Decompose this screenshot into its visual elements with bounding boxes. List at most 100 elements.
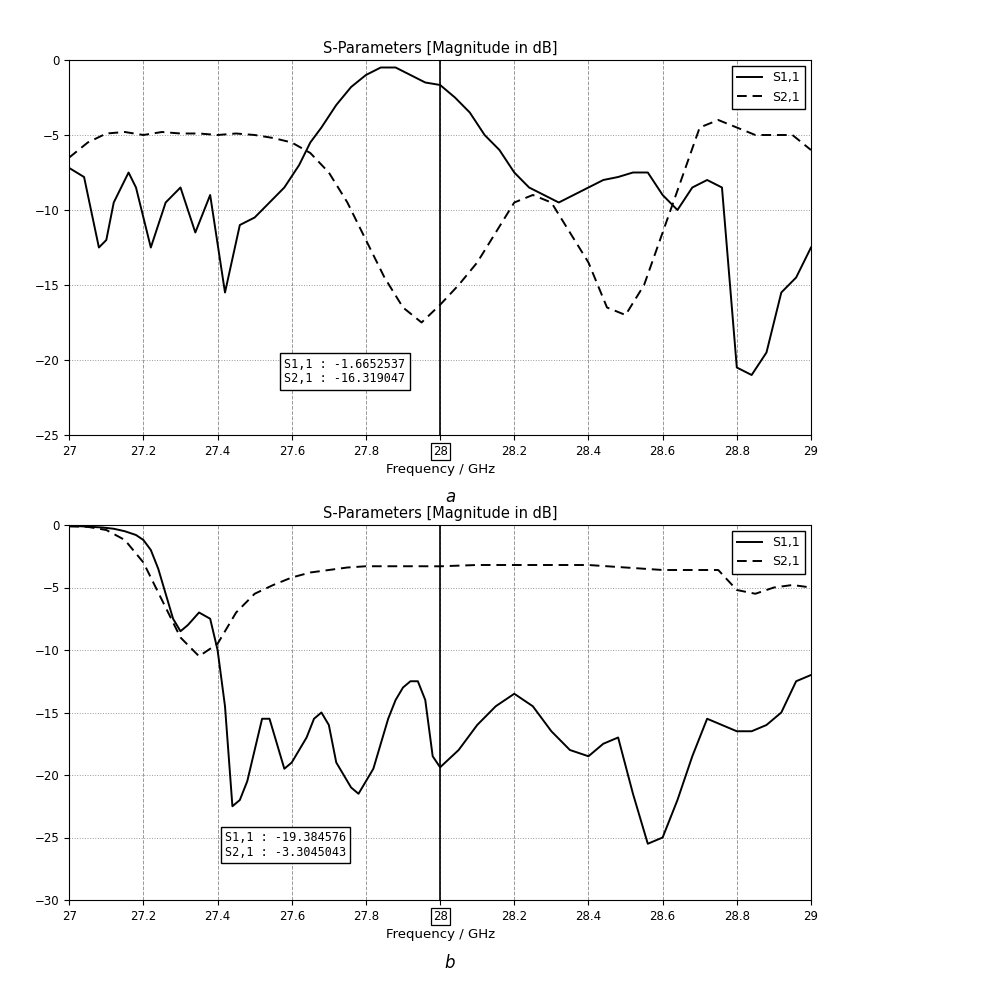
S2,1 xyxy=(286,572,298,584)
S2,1 xyxy=(786,129,798,141)
S2,1 xyxy=(63,151,75,163)
S2,1 xyxy=(546,196,558,209)
S2,1 xyxy=(601,302,613,314)
S2,1 xyxy=(360,234,372,246)
S1,1 xyxy=(248,744,260,756)
S2,1 xyxy=(490,559,501,571)
S2,1 xyxy=(322,166,334,178)
S2,1 xyxy=(767,129,779,141)
Text: S1,1 : -1.6652537
S2,1 : -16.319047: S1,1 : -1.6652537 S2,1 : -16.319047 xyxy=(284,358,405,385)
Line: S1,1: S1,1 xyxy=(69,526,811,844)
S2,1 xyxy=(693,564,705,576)
S2,1 xyxy=(230,606,242,618)
S2,1 xyxy=(434,299,446,311)
Line: S2,1: S2,1 xyxy=(69,526,811,656)
S2,1 xyxy=(397,302,408,314)
S2,1 xyxy=(415,316,427,328)
S2,1 xyxy=(564,226,576,238)
S2,1 xyxy=(119,534,131,546)
S2,1 xyxy=(675,564,687,576)
S2,1 xyxy=(175,127,187,139)
S2,1 xyxy=(750,129,762,141)
S2,1 xyxy=(212,638,224,650)
S2,1 xyxy=(583,256,594,268)
Line: S2,1: S2,1 xyxy=(69,120,811,322)
Legend: S1,1, S2,1: S1,1, S2,1 xyxy=(732,66,805,108)
S2,1 xyxy=(767,581,779,593)
S2,1 xyxy=(805,581,817,593)
S2,1 xyxy=(341,562,353,574)
S2,1 xyxy=(397,560,408,572)
S2,1 xyxy=(619,562,631,574)
S2,1 xyxy=(137,129,149,141)
S2,1 xyxy=(453,560,465,572)
S1,1 xyxy=(657,832,669,844)
S2,1 xyxy=(731,584,743,596)
S2,1 xyxy=(693,121,705,133)
S1,1 xyxy=(538,189,550,201)
S2,1 xyxy=(564,559,576,571)
Title: S-Parameters [Magnitude in dB]: S-Parameters [Magnitude in dB] xyxy=(322,506,558,521)
S2,1 xyxy=(82,136,94,148)
S2,1 xyxy=(601,560,613,572)
S2,1 xyxy=(305,566,316,578)
S2,1 xyxy=(156,594,168,606)
S2,1 xyxy=(583,559,594,571)
Text: S1,1 : -19.384576
S2,1 : -3.3045043: S1,1 : -19.384576 S2,1 : -3.3045043 xyxy=(225,831,346,859)
S2,1 xyxy=(100,524,112,536)
S2,1 xyxy=(230,127,242,139)
S1,1 xyxy=(375,738,387,750)
S2,1 xyxy=(193,127,205,139)
S2,1 xyxy=(137,556,149,568)
S1,1 xyxy=(63,162,75,174)
S1,1 xyxy=(212,644,224,656)
Line: S1,1: S1,1 xyxy=(69,68,811,375)
S2,1 xyxy=(712,114,724,126)
S2,1 xyxy=(805,144,817,156)
S2,1 xyxy=(434,560,446,572)
S1,1 xyxy=(746,369,758,381)
Text: b: b xyxy=(445,954,455,972)
S2,1 xyxy=(322,564,334,576)
S2,1 xyxy=(100,127,112,139)
S2,1 xyxy=(305,147,316,159)
S2,1 xyxy=(490,226,501,238)
S1,1 xyxy=(375,62,387,74)
S1,1 xyxy=(805,669,817,681)
S2,1 xyxy=(379,560,391,572)
S2,1 xyxy=(508,559,520,571)
S2,1 xyxy=(619,309,631,321)
S2,1 xyxy=(527,189,539,201)
S1,1 xyxy=(248,212,260,224)
S2,1 xyxy=(415,560,427,572)
S2,1 xyxy=(638,563,650,575)
S2,1 xyxy=(453,279,465,291)
S2,1 xyxy=(546,559,558,571)
S2,1 xyxy=(750,588,762,600)
S1,1 xyxy=(805,241,817,253)
S1,1 xyxy=(508,166,520,178)
Legend: S1,1, S2,1: S1,1, S2,1 xyxy=(732,531,805,574)
S2,1 xyxy=(248,129,260,141)
S2,1 xyxy=(156,126,168,138)
Title: S-Parameters [Magnitude in dB]: S-Parameters [Magnitude in dB] xyxy=(322,41,558,56)
X-axis label: Frequency / GHz: Frequency / GHz xyxy=(386,463,494,476)
Text: a: a xyxy=(445,488,455,506)
S2,1 xyxy=(360,560,372,572)
S2,1 xyxy=(212,129,224,141)
S2,1 xyxy=(341,196,353,209)
S2,1 xyxy=(471,256,483,268)
S1,1 xyxy=(642,838,654,850)
S2,1 xyxy=(675,174,687,186)
S2,1 xyxy=(193,650,205,662)
S1,1 xyxy=(672,794,683,806)
S2,1 xyxy=(267,579,279,591)
S1,1 xyxy=(63,520,75,532)
S2,1 xyxy=(786,579,798,591)
S2,1 xyxy=(267,132,279,144)
S2,1 xyxy=(731,121,743,133)
S2,1 xyxy=(471,559,483,571)
S2,1 xyxy=(712,564,724,576)
S2,1 xyxy=(508,196,520,209)
S2,1 xyxy=(638,279,650,291)
